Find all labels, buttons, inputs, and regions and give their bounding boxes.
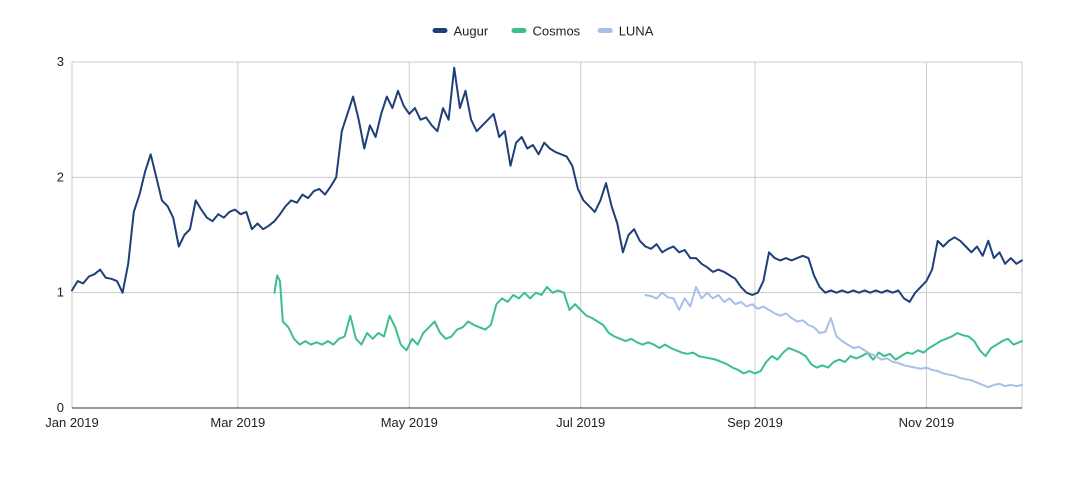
legend-label-augur: Augur [454,24,489,39]
legend-swatch-cosmos [511,28,527,33]
series-line-augur [71,66,1023,303]
legend-swatch-luna [597,28,613,33]
y-tick-label-1: 1 [57,285,64,300]
y-tick-label-0: 0 [57,400,64,415]
legend-item-cosmos: Cosmos [511,24,581,39]
x-tick-label-jan-2019: Jan 2019 [45,415,99,430]
legend-swatch-augur [432,28,448,33]
legend: Augur Cosmos LUNA [432,24,654,39]
x-tick-label-mar-2019: Mar 2019 [210,415,265,430]
gridlines [71,61,1023,408]
legend-item-augur: Augur [432,24,489,39]
legend-label-luna: LUNA [619,24,654,39]
axes: 0 1 2 3 Jan 2019 Mar 2019 May 2019 Jul 2019 Sep … [45,54,1022,430]
legend-item-luna: LUNA [597,24,654,39]
y-tick-label-3: 3 [57,54,64,69]
series-layer [71,66,1023,389]
x-tick-label-jul-2019: Jul 2019 [556,415,605,430]
x-tick-label-may-2019: May 2019 [381,415,438,430]
x-tick-label-nov-2019: Nov 2019 [899,415,955,430]
y-tick-label-2: 2 [57,169,64,184]
series-line-luna [644,285,1023,389]
legend-label-cosmos: Cosmos [533,24,581,39]
x-tick-label-sep-2019: Sep 2019 [727,415,783,430]
series-line-cosmos [273,274,1023,375]
